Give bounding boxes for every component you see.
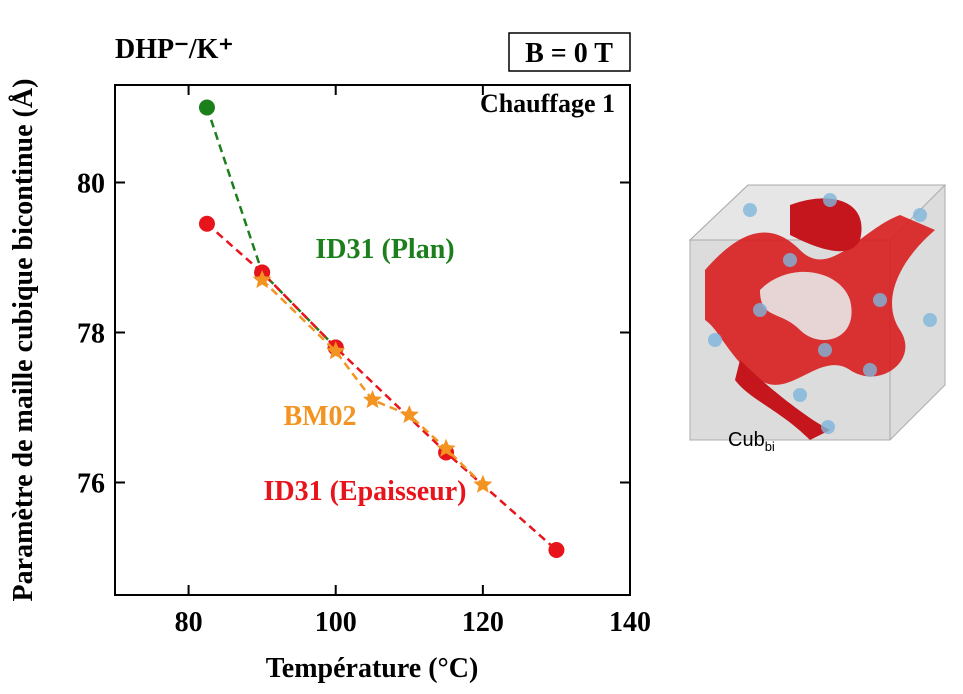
y-tick-label: 80 bbox=[77, 169, 105, 200]
y-axis-label: Paramètre de maille cubique bicontinue (… bbox=[8, 79, 39, 602]
y-tick-label: 78 bbox=[77, 319, 105, 350]
inset-label: Cubbi bbox=[728, 429, 775, 454]
chart-title: DHP⁻/K⁺ bbox=[115, 34, 233, 65]
annotation: B = 0 T bbox=[525, 38, 613, 69]
series-label: ID31 (Plan) bbox=[315, 234, 454, 265]
inset-label-sub: bi bbox=[765, 439, 775, 454]
x-tick-label: 80 bbox=[175, 607, 203, 638]
plot-frame bbox=[114, 84, 631, 596]
star-point bbox=[436, 438, 456, 457]
x-tick-label: 140 bbox=[609, 607, 651, 638]
y-tick-label: 76 bbox=[77, 469, 105, 500]
trend-line bbox=[205, 107, 337, 349]
point bbox=[548, 542, 565, 558]
x-axis-label: Température (°C) bbox=[266, 653, 479, 684]
star-point bbox=[252, 270, 272, 289]
inset-label-main: Cub bbox=[728, 429, 765, 451]
x-tick-label: 100 bbox=[315, 607, 357, 638]
annotation: Chauffage 1 bbox=[480, 89, 615, 118]
series-label: ID31 (Epaisseur) bbox=[263, 476, 466, 507]
series-label: BM02 bbox=[283, 401, 356, 432]
annotation-box bbox=[508, 32, 631, 72]
point bbox=[198, 215, 215, 232]
star-point bbox=[363, 390, 382, 409]
cube-illustration: Cubbi bbox=[688, 184, 947, 454]
point bbox=[198, 99, 215, 116]
trend-line bbox=[261, 279, 484, 486]
star-point bbox=[399, 405, 419, 424]
x-tick-label: 120 bbox=[462, 607, 504, 638]
star-point bbox=[473, 474, 493, 493]
star-point bbox=[326, 341, 346, 360]
